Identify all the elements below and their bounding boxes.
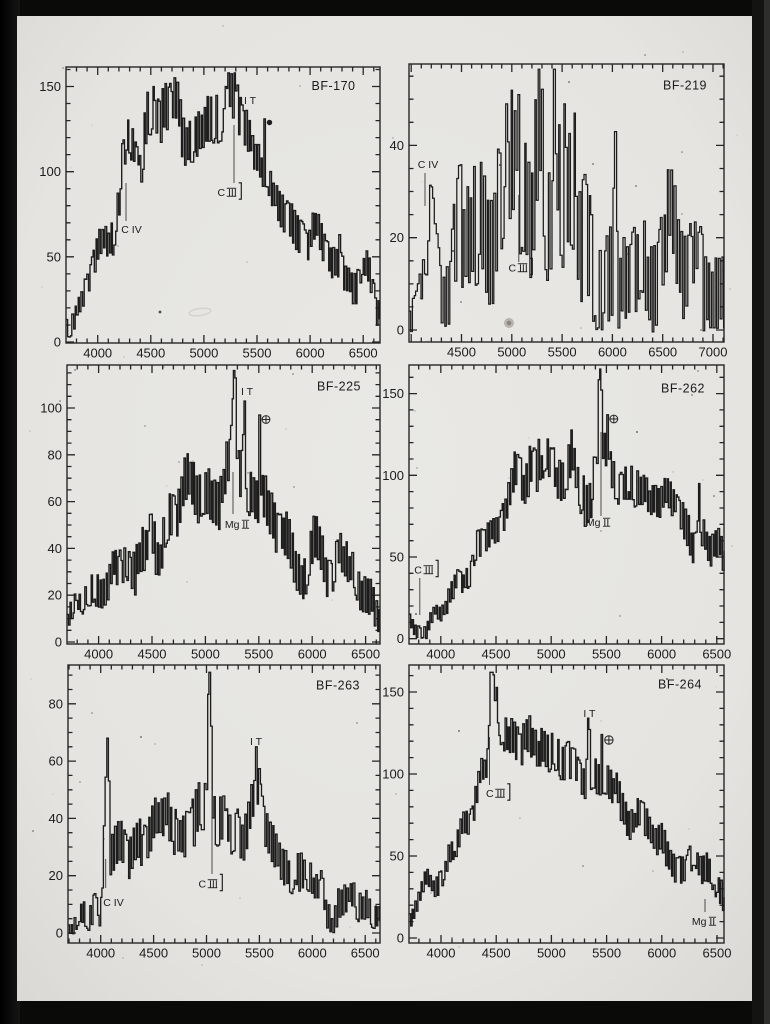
svg-text:6000: 6000 (598, 345, 627, 360)
svg-text:6000: 6000 (647, 946, 676, 961)
svg-text:100: 100 (382, 468, 404, 483)
svg-text:Mg II: Mg II (586, 517, 609, 529)
svg-text:50: 50 (47, 249, 61, 264)
svg-text:20: 20 (49, 868, 63, 883)
svg-text:0: 0 (54, 335, 61, 350)
svg-text:Mg II: Mg II (225, 519, 248, 531)
svg-text:5000: 5000 (192, 946, 221, 961)
svg-text:150: 150 (382, 685, 404, 700)
svg-text:5500: 5500 (592, 647, 621, 662)
svg-text:5500: 5500 (244, 647, 273, 662)
svg-text:BF-263: BF-263 (316, 678, 360, 692)
svg-text:BF-219: BF-219 (663, 78, 707, 92)
svg-text:4000: 4000 (84, 647, 113, 662)
svg-text:100: 100 (382, 767, 404, 782)
svg-text:4000: 4000 (83, 346, 112, 361)
svg-text:BF-170: BF-170 (312, 79, 356, 93)
svg-text:C III: C III (509, 263, 528, 275)
svg-text:40: 40 (49, 811, 63, 826)
svg-text:150: 150 (39, 79, 61, 94)
svg-text:C IV: C IV (418, 159, 438, 171)
svg-text:60: 60 (48, 494, 62, 509)
svg-text:6500: 6500 (648, 345, 677, 360)
svg-text:40: 40 (390, 138, 404, 153)
svg-text:60: 60 (49, 754, 63, 769)
svg-text:6500: 6500 (349, 346, 378, 361)
svg-text:C IV: C IV (121, 224, 141, 236)
svg-text:100: 100 (40, 401, 62, 416)
svg-text:7000: 7000 (699, 345, 728, 360)
svg-text:6000: 6000 (296, 346, 325, 361)
svg-text:4500: 4500 (138, 647, 167, 662)
svg-text:Mg II: Mg II (692, 916, 715, 928)
svg-text:0: 0 (397, 931, 404, 946)
svg-text:I T: I T (583, 708, 596, 720)
svg-text:5500: 5500 (245, 946, 274, 961)
svg-text:I T: I T (244, 95, 257, 107)
svg-text:I T: I T (250, 736, 263, 748)
svg-text:0: 0 (397, 323, 404, 338)
svg-text:4000: 4000 (427, 946, 456, 961)
svg-text:4000: 4000 (426, 647, 455, 662)
svg-text:50: 50 (390, 849, 404, 864)
svg-text:50: 50 (390, 550, 404, 565)
svg-text:5000: 5000 (537, 946, 566, 961)
svg-text:5500: 5500 (592, 946, 621, 961)
svg-text:C III: C III (486, 788, 505, 800)
svg-text:80: 80 (49, 696, 63, 711)
svg-text:I T: I T (241, 386, 254, 398)
svg-text:6500: 6500 (703, 946, 732, 961)
svg-text:5500: 5500 (548, 345, 577, 360)
svg-text:6000: 6000 (647, 647, 676, 662)
svg-text:0: 0 (397, 631, 404, 646)
svg-text:20: 20 (390, 230, 404, 245)
svg-text:6500: 6500 (351, 946, 380, 961)
svg-text:C III: C III (218, 187, 237, 199)
svg-text:C IV: C IV (103, 897, 123, 909)
svg-text:4000: 4000 (86, 946, 115, 961)
svg-text:6000: 6000 (298, 647, 327, 662)
svg-text:6500: 6500 (702, 647, 731, 662)
svg-text:5000: 5000 (191, 647, 220, 662)
svg-text:0: 0 (55, 635, 62, 650)
svg-text:80: 80 (48, 447, 62, 462)
svg-text:6000: 6000 (298, 946, 327, 961)
svg-text:5000: 5000 (189, 346, 218, 361)
svg-text:0: 0 (56, 926, 63, 941)
svg-text:5000: 5000 (537, 647, 566, 662)
svg-text:5500: 5500 (243, 346, 272, 361)
svg-text:4500: 4500 (447, 345, 476, 360)
svg-text:C III: C III (414, 565, 433, 577)
svg-text:4500: 4500 (482, 946, 511, 961)
svg-text:20: 20 (48, 588, 62, 603)
svg-text:150: 150 (382, 386, 404, 401)
svg-text:BF-225: BF-225 (317, 379, 361, 393)
svg-text:4500: 4500 (482, 647, 511, 662)
svg-text:4500: 4500 (136, 346, 165, 361)
svg-text:BF-262: BF-262 (661, 381, 705, 395)
svg-text:40: 40 (48, 541, 62, 556)
svg-text:4500: 4500 (139, 946, 168, 961)
svg-text:BF-264: BF-264 (658, 677, 702, 691)
svg-text:100: 100 (39, 164, 61, 179)
svg-text:6500: 6500 (351, 647, 380, 662)
svg-text:5000: 5000 (497, 345, 526, 360)
svg-text:C III: C III (199, 879, 218, 891)
